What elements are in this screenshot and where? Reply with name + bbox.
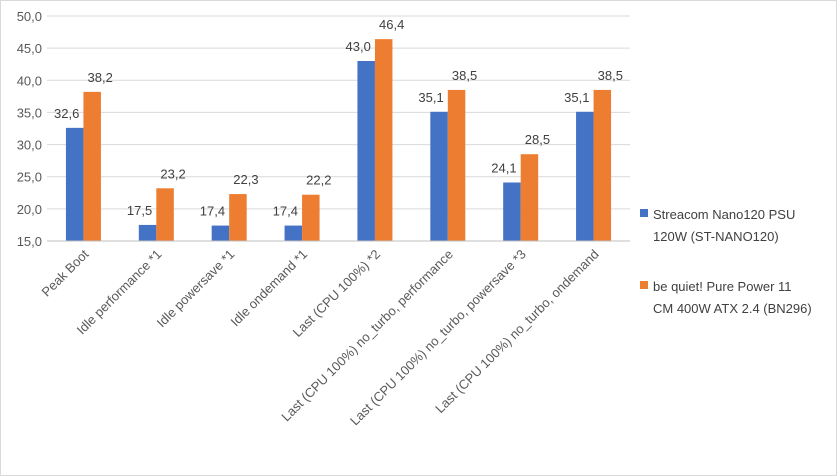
y-tick-label: 25,0 xyxy=(17,170,42,185)
bar-series-1 xyxy=(430,111,448,242)
data-label: 17,4 xyxy=(273,204,298,219)
data-label: 23,2 xyxy=(160,166,185,181)
data-label: 32,6 xyxy=(54,106,79,121)
y-tick-label: 40,0 xyxy=(17,73,42,88)
bar-series-1 xyxy=(138,224,157,241)
bar-series-2 xyxy=(447,89,466,241)
data-label: 28,5 xyxy=(525,132,550,147)
bar-series-1 xyxy=(65,127,84,241)
y-axis-ticks: 15,0 20,0 25,0 30,0 35,0 40,0 45,0 50,0 xyxy=(17,9,42,249)
legend-label: 120W (ST-NANO120) xyxy=(653,229,779,244)
data-label: 35,1 xyxy=(564,90,589,105)
data-label: 22,3 xyxy=(233,172,258,187)
bar-series-2 xyxy=(374,39,393,242)
legend-label: be quiet! Pure Power 11 xyxy=(653,279,792,294)
x-tick-label: Idle powersave *1 xyxy=(154,247,238,331)
data-label: 22,2 xyxy=(306,173,331,188)
bar-series-1 xyxy=(503,182,521,241)
bar-series-2 xyxy=(229,194,247,241)
data-label: 17,4 xyxy=(200,204,225,219)
x-tick-label: Last (CPU 100%) no_turbo, ondemand xyxy=(432,247,602,417)
legend-swatch xyxy=(640,281,648,289)
data-label: 38,5 xyxy=(452,68,477,83)
y-tick-label: 30,0 xyxy=(17,138,42,153)
bar-series-2 xyxy=(520,154,539,241)
bar-series-1 xyxy=(211,225,230,241)
bars xyxy=(65,39,612,242)
bar-series-2 xyxy=(302,194,320,241)
gridlines xyxy=(47,15,630,210)
bar-series-2 xyxy=(156,188,174,241)
x-tick-label: Idle ondemand *1 xyxy=(228,247,311,330)
y-tick-label: 35,0 xyxy=(17,105,42,120)
bar-series-1 xyxy=(576,111,594,242)
y-tick-label: 45,0 xyxy=(17,41,42,56)
bar-series-2 xyxy=(593,89,612,241)
bar-series-2 xyxy=(83,91,101,241)
legend-label: CM 400W ATX 2.4 (BN296) xyxy=(653,301,812,316)
legend: Streacom Nano120 PSU 120W (ST-NANO120) be … xyxy=(640,207,812,316)
data-label: 35,1 xyxy=(418,90,443,105)
data-labels: 32,6 38,2 17,5 23,2 17,4 22,3 17,4 22,2 43,0 46,4… xyxy=(54,17,623,218)
data-label: 24,1 xyxy=(491,161,516,176)
data-label: 46,4 xyxy=(379,17,404,32)
data-label: 17,5 xyxy=(127,203,152,218)
data-label: 38,2 xyxy=(88,70,113,85)
bar-series-1 xyxy=(284,225,303,241)
bar-series-1 xyxy=(357,61,375,241)
y-tick-label: 50,0 xyxy=(17,9,42,24)
y-tick-label: 20,0 xyxy=(17,202,42,217)
data-label: 43,0 xyxy=(346,39,371,54)
legend-label: Streacom Nano120 PSU xyxy=(653,207,795,222)
legend-swatch xyxy=(640,209,648,217)
data-label: 38,5 xyxy=(598,68,623,83)
x-tick-label: Peak Boot xyxy=(39,246,92,299)
y-tick-label: 15,0 xyxy=(17,234,42,249)
